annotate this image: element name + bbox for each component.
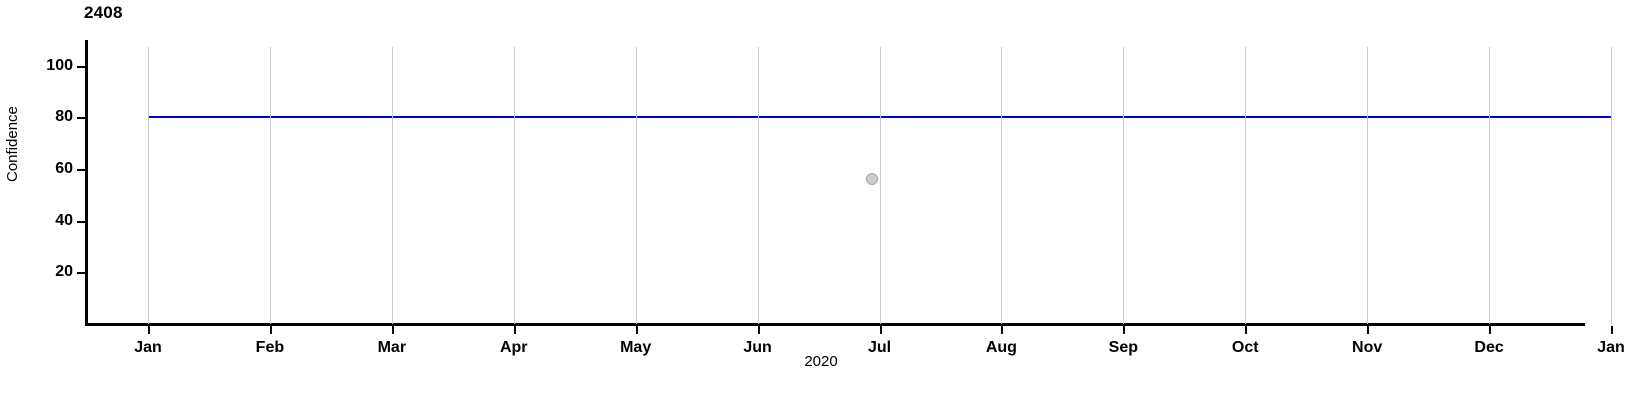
- gridline-vertical: [1489, 47, 1491, 324]
- y-tick-label: 80: [55, 108, 73, 126]
- x-tick-mark: [1001, 326, 1004, 334]
- y-tick-label: 40: [55, 211, 73, 229]
- x-tick-label: Nov: [1352, 339, 1383, 356]
- gridline-vertical: [391, 47, 393, 324]
- x-tick-mark: [391, 326, 394, 334]
- x-tick-label: Jul: [867, 339, 892, 356]
- gridline-vertical: [1123, 47, 1125, 324]
- x-tick-label: Jan: [1597, 339, 1625, 356]
- x-tick-label: Mar: [377, 339, 407, 356]
- y-tick-mark: [77, 220, 85, 223]
- y-axis-spine: [85, 40, 88, 326]
- x-tick-mark: [1611, 326, 1613, 334]
- x-tick-label: Dec: [1474, 339, 1504, 356]
- x-tick-mark: [757, 326, 760, 334]
- gridline-vertical: [513, 47, 515, 324]
- gridline-vertical: [635, 47, 637, 324]
- x-tick-label: Oct: [1231, 339, 1259, 356]
- chart-title: 2408: [84, 3, 123, 22]
- x-axis-spine: [85, 323, 1585, 326]
- x-tick-label: Feb: [255, 339, 285, 356]
- gridline-vertical: [148, 47, 149, 324]
- y-tick-label: 100: [46, 56, 73, 74]
- x-tick-label: Jan: [134, 339, 162, 356]
- gridline-vertical: [1245, 47, 1247, 324]
- gridline-vertical: [757, 47, 759, 324]
- x-tick-mark: [1245, 326, 1248, 334]
- data-point[interactable]: [865, 173, 878, 186]
- gridline-vertical: [1001, 47, 1003, 324]
- gridline-vertical: [879, 47, 881, 324]
- x-tick-mark: [1123, 326, 1126, 334]
- y-tick-mark: [77, 169, 85, 172]
- x-tick-label: Jun: [743, 339, 772, 356]
- y-tick-label: 20: [55, 263, 73, 281]
- x-tick-mark: [513, 326, 516, 334]
- x-tick-mark: [1367, 326, 1370, 334]
- y-tick-mark: [77, 272, 85, 275]
- x-tick-mark: [635, 326, 638, 334]
- x-axis-title-label: 2020: [804, 353, 838, 370]
- x-tick-mark: [879, 326, 882, 334]
- y-axis-title: Confidence: [4, 106, 21, 182]
- x-tick-mark: [1489, 326, 1492, 334]
- plot-area: [85, 40, 1612, 324]
- gridline-vertical: [1611, 47, 1612, 324]
- x-tick-label: May: [620, 339, 652, 356]
- gridline-vertical: [1367, 47, 1369, 324]
- y-tick-mark: [77, 65, 85, 68]
- y-tick-label: 60: [55, 160, 73, 178]
- y-tick-mark: [77, 117, 85, 120]
- x-tick-mark: [148, 326, 150, 334]
- gridline-vertical: [269, 47, 271, 324]
- x-tick-label: Sep: [1108, 339, 1138, 356]
- x-tick-mark: [269, 326, 272, 334]
- x-tick-label: Aug: [985, 339, 1017, 356]
- x-tick-label: Apr: [499, 339, 528, 356]
